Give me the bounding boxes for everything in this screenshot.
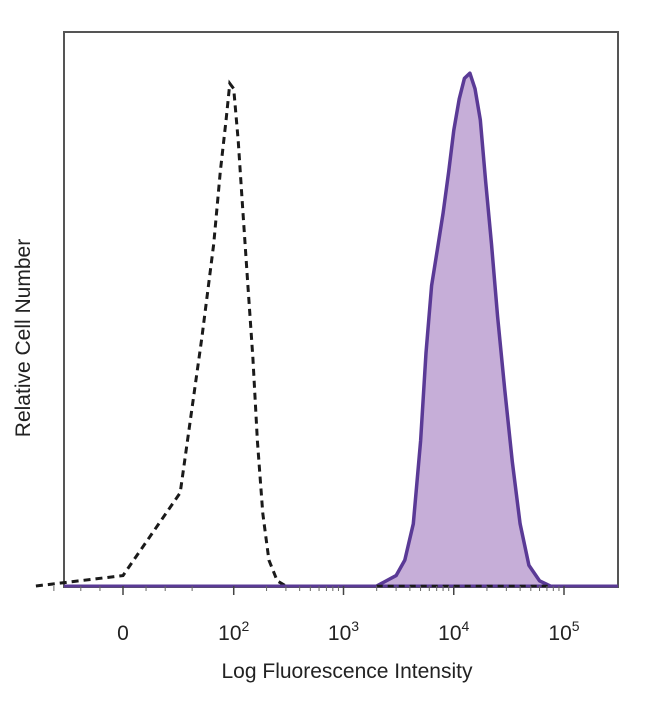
plot-frame [63,31,619,588]
x-axis-label: Log Fluorescence Intensity [222,660,473,683]
x-tick-label: 105 [548,618,579,645]
stained-histogram-line [375,71,551,588]
x-tick-label: 0 [117,622,129,645]
x-tick-label: 102 [218,618,249,645]
x-tick-label: 103 [328,618,359,645]
x-axis-ticks: 0 102 103 104 105 [53,586,580,645]
series-layer [35,71,618,588]
y-axis-label: Relative Cell Number [12,239,35,437]
x-tick-label: 104 [438,618,469,645]
